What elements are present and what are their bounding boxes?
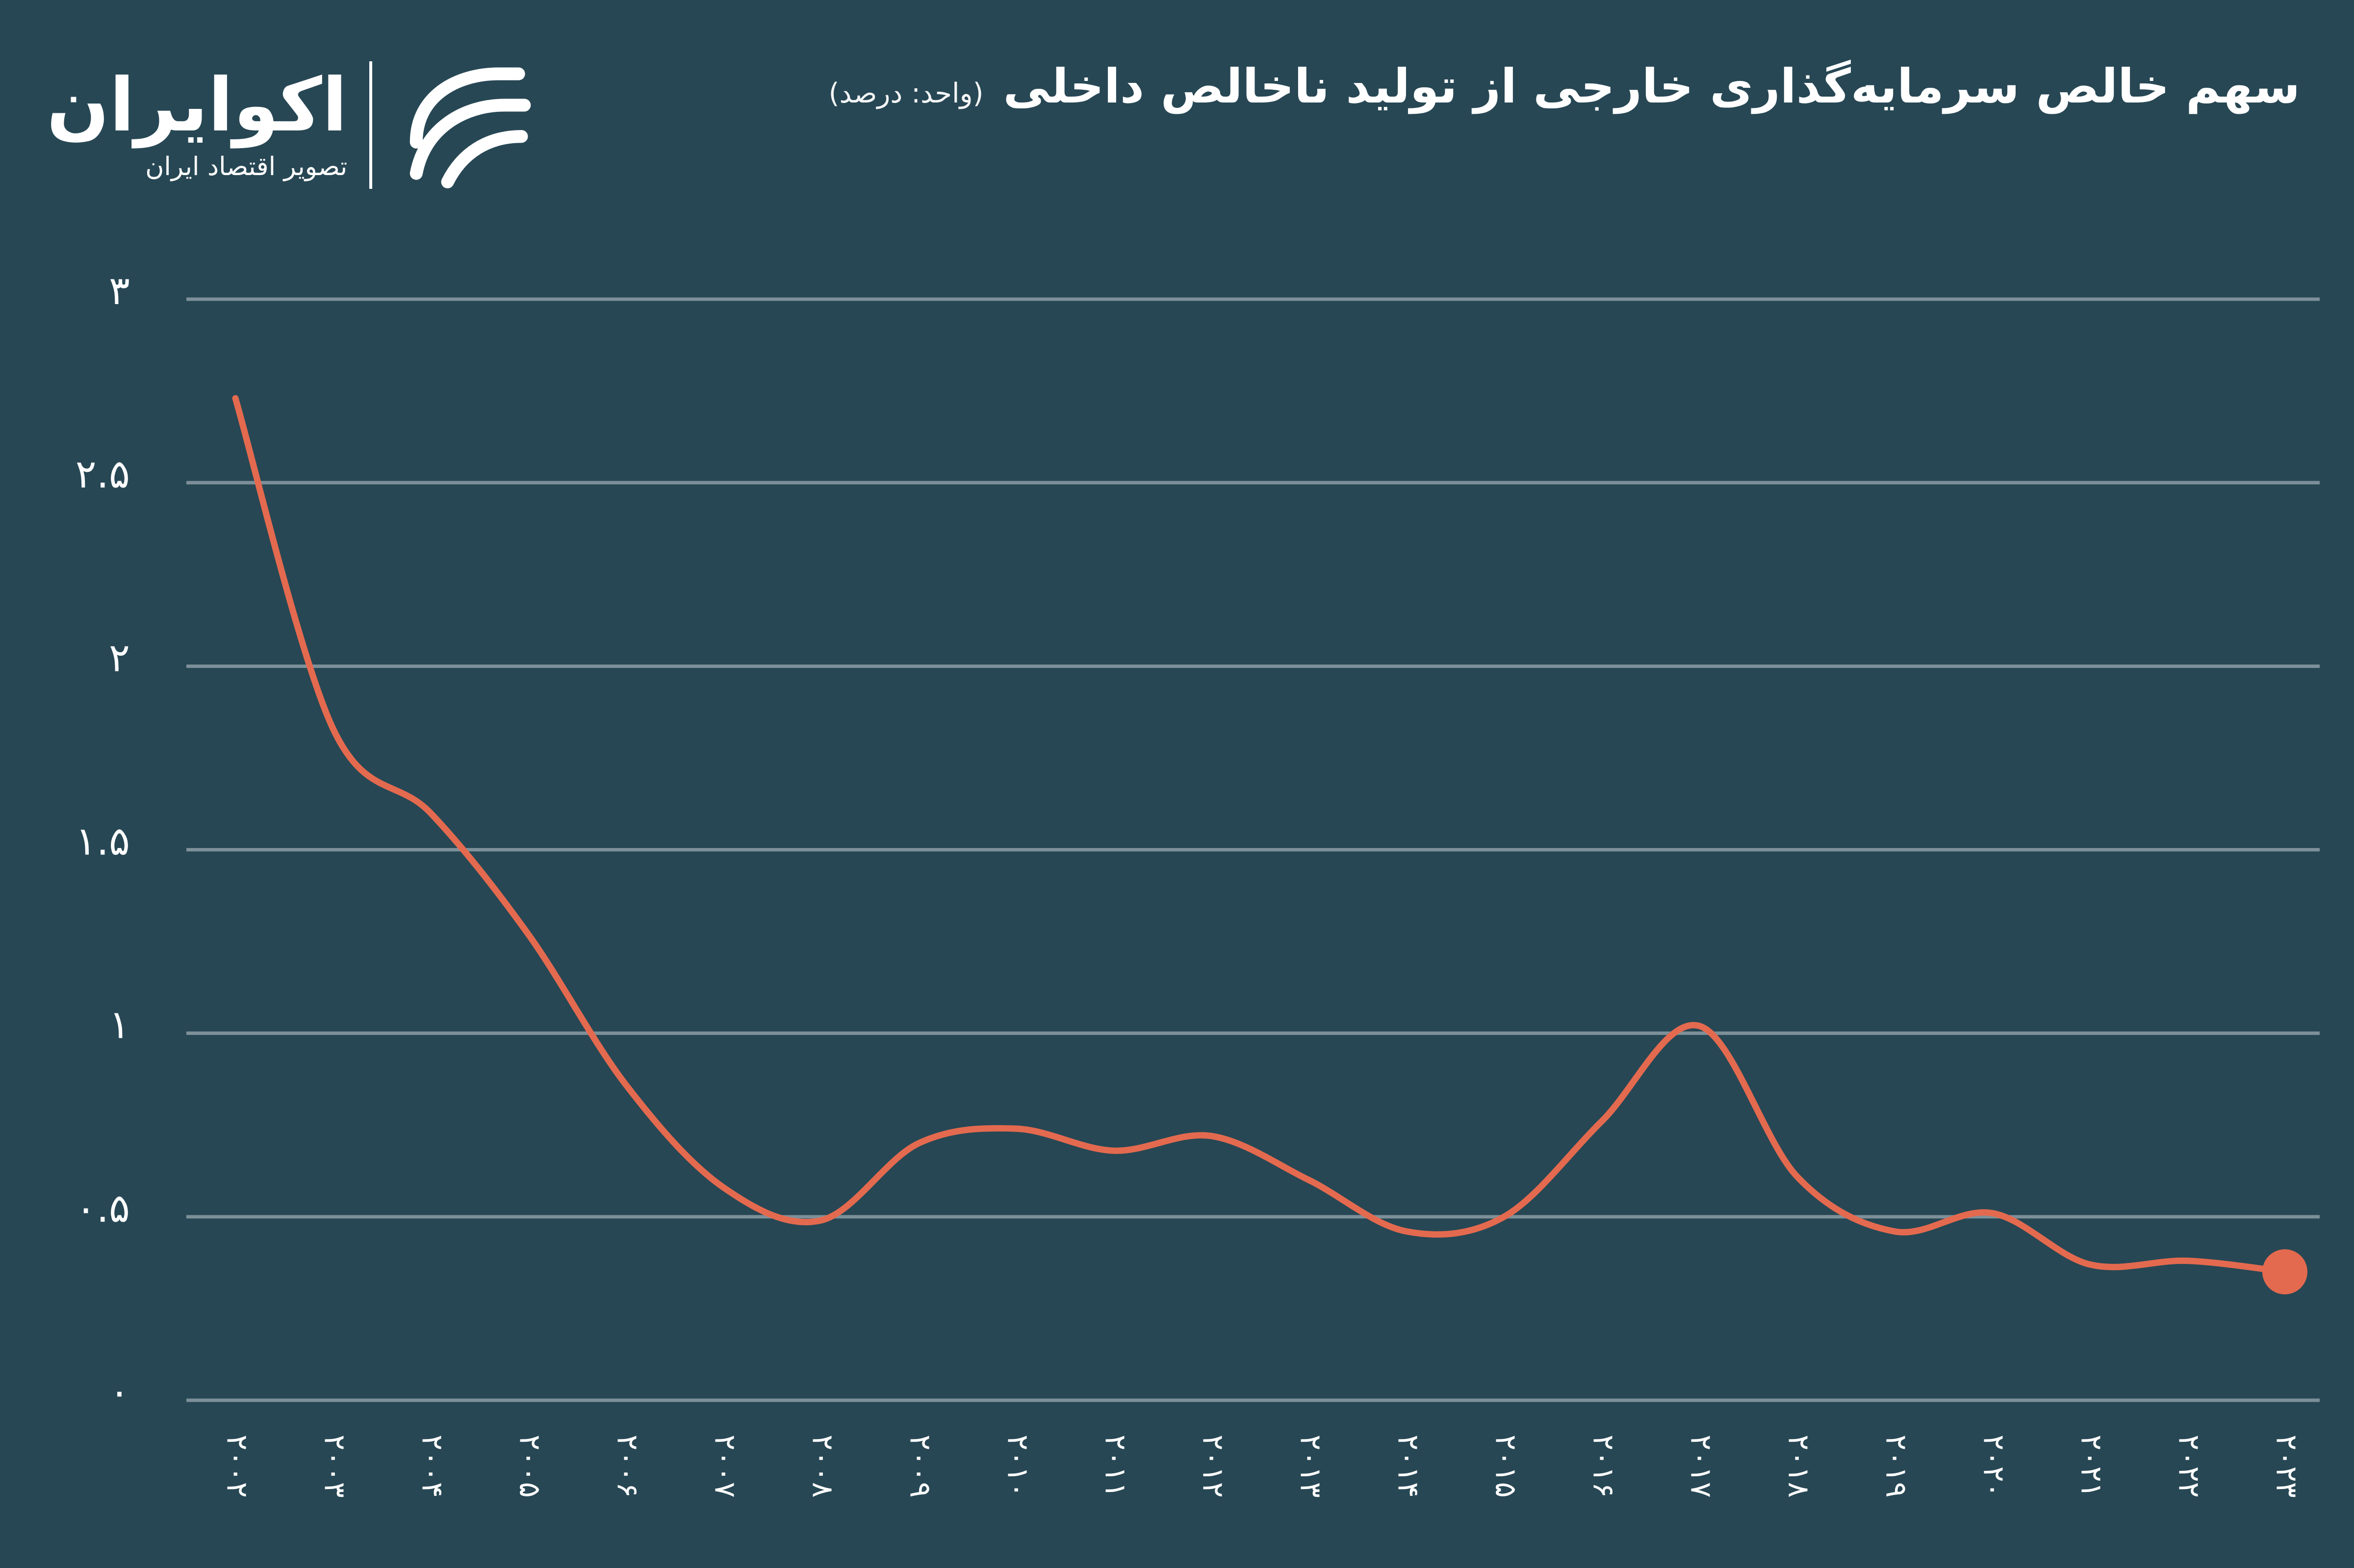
brand-name: اکوایران xyxy=(47,63,348,148)
x-tick-label: ۲۰۱۷ xyxy=(1684,1435,1718,1498)
x-tick-label: ۲۰۱۰ xyxy=(1000,1435,1035,1498)
chart-subtitle: (واحد: درصد) xyxy=(828,77,984,109)
x-tick-label: ۲۰۱۲ xyxy=(1196,1435,1230,1498)
y-tick-label: ۰ xyxy=(109,1369,130,1414)
y-tick-label: ۱ xyxy=(109,1002,130,1048)
x-tick-label: ۲۰۰۴ xyxy=(415,1435,449,1498)
y-tick-label: ۲ xyxy=(109,635,130,680)
x-tick-label: ۲۰۰۵ xyxy=(512,1435,547,1498)
x-tick-label: ۲۰۲۱ xyxy=(2074,1435,2108,1498)
x-tick-label: ۲۰۱۸ xyxy=(1781,1435,1816,1498)
brand-text: اکوایران تصویر اقتصاد ایران xyxy=(47,69,347,181)
x-tick-label: ۲۰۲۲ xyxy=(2172,1435,2206,1498)
y-tick-label: ۱.۵ xyxy=(76,819,130,864)
y-tick-label: ۲.۵ xyxy=(76,451,130,497)
x-tick-label: ۲۰۱۱ xyxy=(1098,1435,1132,1498)
x-tick-label: ۲۰۰۶ xyxy=(610,1435,644,1498)
chart-title: سهم خالص سرمایه‌گذاری خارجی از تولید ناخ… xyxy=(1003,59,2301,114)
header: سهم خالص سرمایه‌گذاری خارجی از تولید ناخ… xyxy=(829,59,2300,114)
x-tick-label: ۲۰۱۴ xyxy=(1391,1435,1425,1498)
x-tick-label: ۲۰۱۹ xyxy=(1879,1435,1913,1498)
ecoiran-logo-icon xyxy=(409,67,531,189)
y-tick-label: ۰.۵ xyxy=(76,1185,130,1231)
brand-tagline: تصویر اقتصاد ایران xyxy=(145,152,348,181)
x-tick-label: ۲۰۲۰ xyxy=(1976,1435,2011,1498)
x-tick-label: ۲۰۰۷ xyxy=(708,1435,742,1498)
brand: اکوایران تصویر اقتصاد ایران xyxy=(47,54,541,196)
x-tick-label: ۲۰۰۸ xyxy=(805,1435,840,1498)
last-point-marker xyxy=(2262,1249,2307,1295)
x-tick-label: ۲۰۰۹ xyxy=(903,1435,937,1498)
x-tick-label: ۲۰۱۶ xyxy=(1586,1435,1620,1498)
x-tick-label: ۲۰۱۳ xyxy=(1293,1435,1328,1498)
brand-divider xyxy=(369,61,373,189)
y-tick-label: ۳ xyxy=(109,268,130,313)
series-line xyxy=(232,395,2288,1275)
x-tick-label: ۲۰۰۳ xyxy=(317,1435,352,1498)
x-tick-label: ۲۰۰۲ xyxy=(220,1435,254,1498)
x-tick-label: ۲۰۲۳ xyxy=(2269,1435,2303,1498)
x-tick-label: ۲۰۱۵ xyxy=(1488,1435,1523,1498)
